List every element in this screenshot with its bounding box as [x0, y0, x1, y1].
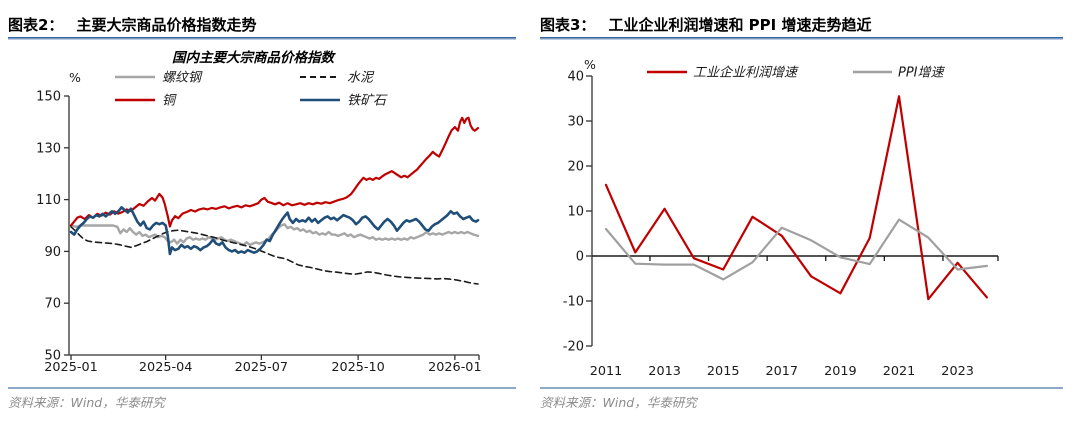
x-tick-label: 2023 [941, 364, 974, 379]
series-line-industrial-profit-growth [604, 95, 988, 301]
y-tick-label: 30 [567, 115, 584, 130]
y-tick-label: -20 [563, 340, 584, 355]
chart-header: 图表2： 主要大宗商品价格指数走势 [8, 14, 516, 36]
x-tick-label: 2026-01 [428, 360, 481, 375]
legend-label-ppi-growth: PPI增速 [898, 65, 946, 80]
series-line-rebar [69, 222, 480, 247]
y-tick-label: 130 [36, 141, 61, 156]
chart-number-label: 图表2： [8, 16, 64, 34]
legend-label-copper: 铜 [162, 93, 177, 108]
y-tick-label: 150 [36, 90, 61, 105]
y-axis-unit-label: % [584, 57, 596, 72]
x-tick-label: 2015 [707, 364, 740, 379]
legend-label-industrial-profit-growth: 工业企业利润增速 [693, 64, 799, 80]
x-tick-label: 2025-10 [331, 360, 384, 375]
source-note: 资料来源：Wind，华泰研究 [8, 395, 165, 410]
legend-label-cement: 水泥 [347, 70, 375, 85]
y-axis-unit-label: % [69, 70, 81, 85]
chart-title-text: 工业企业利润增速和 PPI 增速走势趋近 [608, 16, 872, 34]
commodity-chart: 国内主要大宗商品价格指数% 螺纹钢 水泥铜 铁矿石150130110907050202… [36, 50, 481, 375]
plot-title: 国内主要大宗商品价格指数 [172, 50, 336, 66]
y-tick-label: 70 [44, 297, 61, 312]
header-rule [8, 37, 516, 40]
series-line-cement [70, 226, 479, 285]
series-line-iron-ore [69, 206, 480, 256]
source-note: 资料来源：Wind，华泰研究 [540, 395, 697, 410]
y-tick-label: 40 [567, 70, 584, 85]
legend-label-rebar: 螺纹钢 [162, 70, 203, 85]
legend-label-iron-ore: 铁矿石 [347, 93, 388, 108]
x-tick-label: 2013 [648, 364, 681, 379]
x-tick-label: 2021 [883, 364, 916, 379]
y-tick-label: 0 [576, 250, 584, 265]
chart-header: 图表3： 工业企业利润增速和 PPI 增速走势趋近 [540, 14, 1063, 36]
x-tick-label: 2011 [590, 364, 623, 379]
y-tick-label: 50 [44, 349, 61, 364]
x-tick-label: 2017 [766, 364, 799, 379]
series-line-copper [69, 116, 480, 228]
panel-profit-vs-ppi: 图表3： 工业企业利润增速和 PPI 增速走势趋近 % 工业企业利润增速 PPI增速 4… [540, 14, 1063, 420]
x-tick-label: 2025-07 [235, 360, 288, 375]
header-rule [540, 37, 1063, 40]
y-tick-label: -10 [563, 295, 584, 310]
x-tick-label: 2025-01 [44, 360, 97, 375]
chart-number-label: 图表3： [540, 16, 596, 34]
y-tick-label: 90 [44, 245, 61, 260]
y-tick-label: 110 [36, 193, 61, 208]
source-rule [8, 387, 516, 389]
x-tick-label: 2019 [824, 364, 857, 379]
panel-commodity-price-index: 图表2： 主要大宗商品价格指数走势 国内主要大宗商品价格指数% 螺纹钢 水泥铜 铁矿石 1… [8, 14, 516, 420]
chart-title-text: 主要大宗商品价格指数走势 [76, 16, 257, 34]
y-tick-label: 10 [567, 205, 584, 220]
x-tick-label: 2025-04 [139, 360, 192, 375]
y-tick-label: 20 [567, 160, 584, 175]
profit-ppi-chart: % 工业企业利润增速 PPI增速 40 30 20 10 0 -10 -20 2011 2013 201… [563, 57, 999, 379]
series-line-ppi-growth [604, 218, 988, 281]
source-rule [540, 387, 1063, 389]
